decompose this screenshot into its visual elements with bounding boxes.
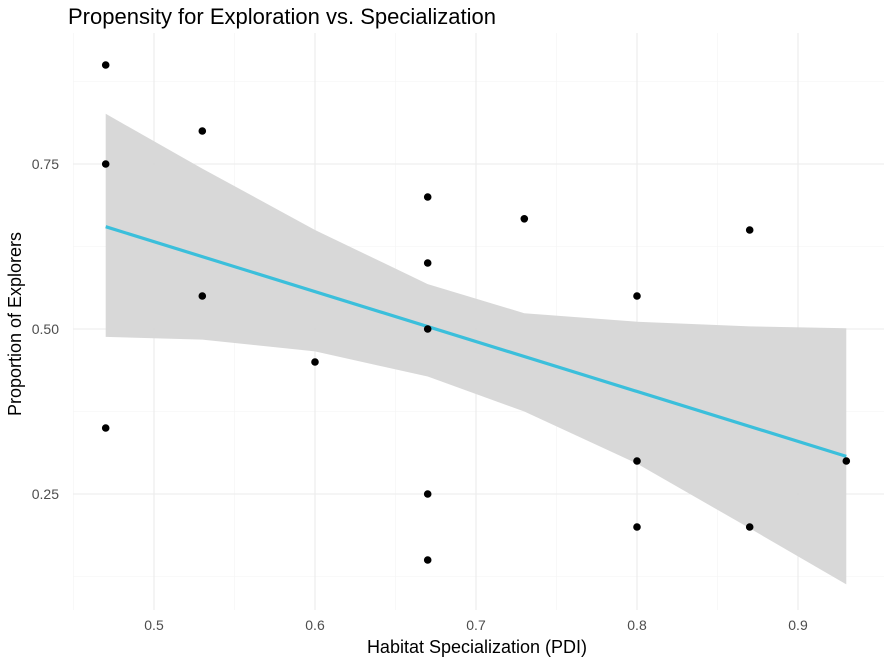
y-tick-label: 0.75 — [32, 156, 59, 172]
y-axis-title: Proportion of Explorers — [5, 232, 25, 416]
y-tick-labels: 0.25 0.50 0.75 — [32, 156, 59, 502]
data-point — [745, 523, 754, 531]
data-point — [633, 523, 641, 531]
data-point — [423, 556, 432, 564]
data-point — [101, 61, 110, 69]
x-tick-label: 0.5 — [144, 617, 164, 633]
data-point — [423, 325, 432, 333]
data-point — [423, 193, 432, 201]
data-point — [423, 490, 432, 498]
data-point — [311, 358, 319, 366]
data-point — [745, 226, 754, 234]
y-tick-label: 0.50 — [32, 321, 59, 337]
data-point — [633, 457, 641, 465]
data-point — [198, 292, 207, 300]
data-point — [842, 457, 851, 465]
chart-title: Propensity for Exploration vs. Specializ… — [68, 4, 496, 29]
x-tick-label: 0.6 — [305, 617, 325, 633]
y-tick-label: 0.25 — [32, 486, 59, 502]
x-tick-label: 0.7 — [466, 617, 486, 633]
points-layer — [101, 61, 851, 564]
x-tick-labels: 0.5 0.6 0.7 0.8 0.9 — [144, 617, 808, 633]
data-point — [198, 127, 207, 135]
data-point — [101, 424, 110, 432]
trend-line — [105, 225, 847, 458]
trend-line-layer — [105, 225, 847, 458]
data-point — [101, 160, 110, 168]
confidence-band — [105, 113, 847, 585]
data-point — [633, 292, 641, 300]
data-point — [423, 259, 432, 267]
confidence-band-layer — [105, 113, 847, 585]
x-tick-label: 0.9 — [788, 617, 808, 633]
x-tick-label: 0.8 — [627, 617, 647, 633]
x-axis-title: Habitat Specialization (PDI) — [367, 637, 587, 657]
data-point — [520, 214, 529, 223]
